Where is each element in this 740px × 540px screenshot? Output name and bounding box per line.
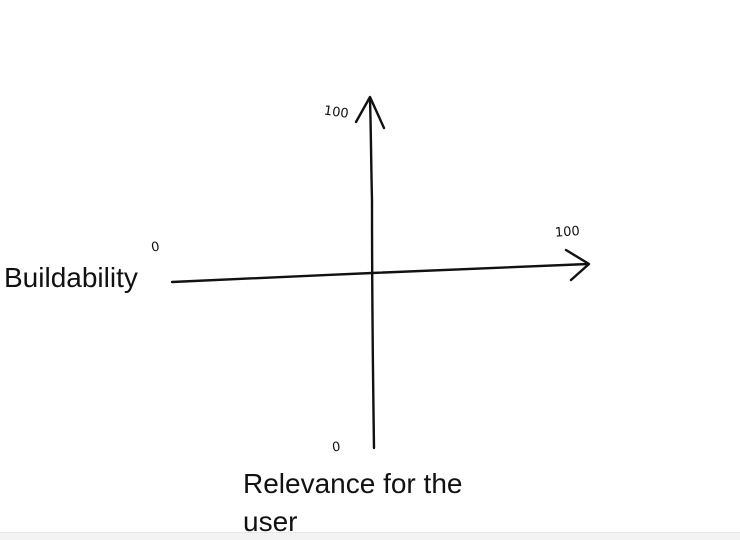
x-axis-min-tick: 0 (150, 240, 161, 256)
bottom-scroll-strip (0, 532, 740, 540)
x-axis-arrowhead (564, 248, 591, 282)
x-axis-line (170, 262, 590, 284)
y-axis-min-tick: 0 (331, 440, 341, 456)
y-axis-max-tick: 100 (323, 104, 350, 122)
y-axis-arrowhead (354, 95, 386, 130)
y-axis-label-line1: Relevance for the (243, 468, 463, 499)
y-axis-label-line2: user (243, 506, 298, 537)
x-axis-max-tick: 100 (555, 224, 581, 241)
x-axis-label: Buildability (4, 262, 138, 293)
y-axis-line (368, 98, 376, 450)
